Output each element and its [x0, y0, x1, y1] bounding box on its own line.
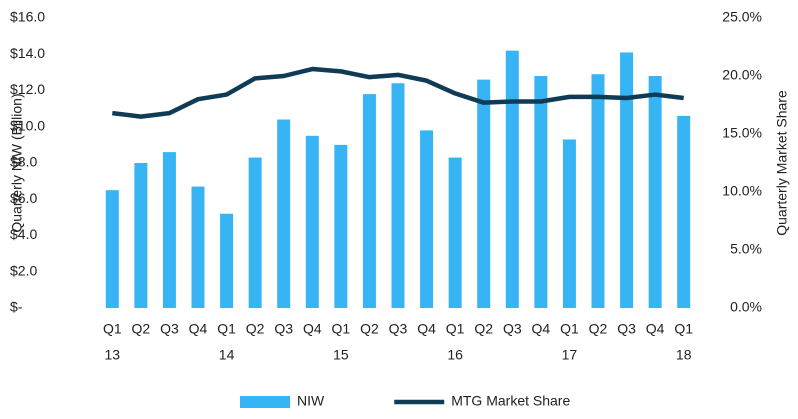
- bar: [420, 130, 434, 308]
- y-tick-label: $16.0: [10, 9, 45, 25]
- x-tick-label: Q4: [417, 321, 436, 337]
- y-tick-label: $12.0: [10, 81, 45, 97]
- x-tick-label: Q3: [389, 321, 408, 337]
- x-tick-label: Q2: [589, 321, 608, 337]
- x-tick-label: 16: [447, 347, 463, 363]
- y-axis-title: Quarterly NIW (Billion): [9, 93, 25, 232]
- x-tick-label: Q4: [532, 321, 551, 337]
- y2-tick-label: 25.0%: [722, 9, 762, 25]
- y2-tick-label: 0.0%: [730, 299, 762, 315]
- x-tick-label: Q1: [217, 321, 236, 337]
- bar: [562, 139, 576, 308]
- y-tick-label: $-: [10, 299, 23, 315]
- bar: [648, 76, 662, 308]
- x-tick-label: Q1: [332, 321, 351, 337]
- x-tick-label: Q2: [360, 321, 379, 337]
- y2-tick-label: 20.0%: [722, 67, 762, 83]
- x-tick-label: Q1: [103, 321, 122, 337]
- bar: [505, 50, 519, 308]
- bar: [134, 163, 148, 308]
- y-tick-label: $4.0: [10, 226, 37, 242]
- bar: [362, 94, 376, 308]
- x-tick-label: Q1: [446, 321, 465, 337]
- x-tick-label: 18: [676, 347, 692, 363]
- y-tick-label: $6.0: [10, 190, 37, 206]
- x-tick-label: Q1: [560, 321, 579, 337]
- y2-tick-label: 15.0%: [722, 125, 762, 141]
- bar: [448, 157, 462, 308]
- x-tick-label: Q3: [617, 321, 636, 337]
- x-tick-label: Q3: [160, 321, 179, 337]
- x-tick-label: Q3: [274, 321, 293, 337]
- y-tick-label: $14.0: [10, 45, 45, 61]
- x-tick-label: 17: [562, 347, 578, 363]
- y2-tick-label: 5.0%: [730, 241, 762, 257]
- bar: [191, 186, 205, 308]
- y2-axis-title: Quarterly Market Share: [774, 90, 790, 236]
- bar: [334, 144, 348, 308]
- x-tick-label: Q4: [646, 321, 665, 337]
- x-tick-label: Q2: [132, 321, 151, 337]
- bar: [477, 79, 491, 308]
- bar: [105, 190, 119, 308]
- x-tick-label: Q1: [674, 321, 693, 337]
- x-tick-label: Q3: [503, 321, 522, 337]
- y-tick-label: $2.0: [10, 262, 37, 278]
- bar: [277, 119, 291, 308]
- x-tick-label: Q2: [474, 321, 493, 337]
- x-tick-label: 13: [104, 347, 120, 363]
- x-tick-label: 14: [219, 347, 235, 363]
- bar: [591, 74, 605, 308]
- x-tick-label: 15: [333, 347, 349, 363]
- bar: [534, 76, 548, 308]
- y2-tick-label: 10.0%: [722, 183, 762, 199]
- bar: [305, 135, 319, 308]
- legend-label: MTG Market Share: [451, 393, 570, 409]
- y-tick-label: $8.0: [10, 154, 37, 170]
- y-tick-label: $10.0: [10, 117, 45, 133]
- bar: [220, 213, 234, 308]
- bar: [248, 157, 262, 308]
- x-tick-label: Q4: [189, 321, 208, 337]
- bar: [162, 152, 176, 308]
- x-tick-label: Q4: [303, 321, 322, 337]
- legend-swatch: [240, 396, 290, 408]
- line: [112, 66, 684, 119]
- legend-label: NIW: [297, 393, 325, 409]
- bar: [677, 115, 691, 308]
- bar: [620, 52, 634, 308]
- bar: [391, 83, 405, 308]
- x-tick-label: Q2: [246, 321, 265, 337]
